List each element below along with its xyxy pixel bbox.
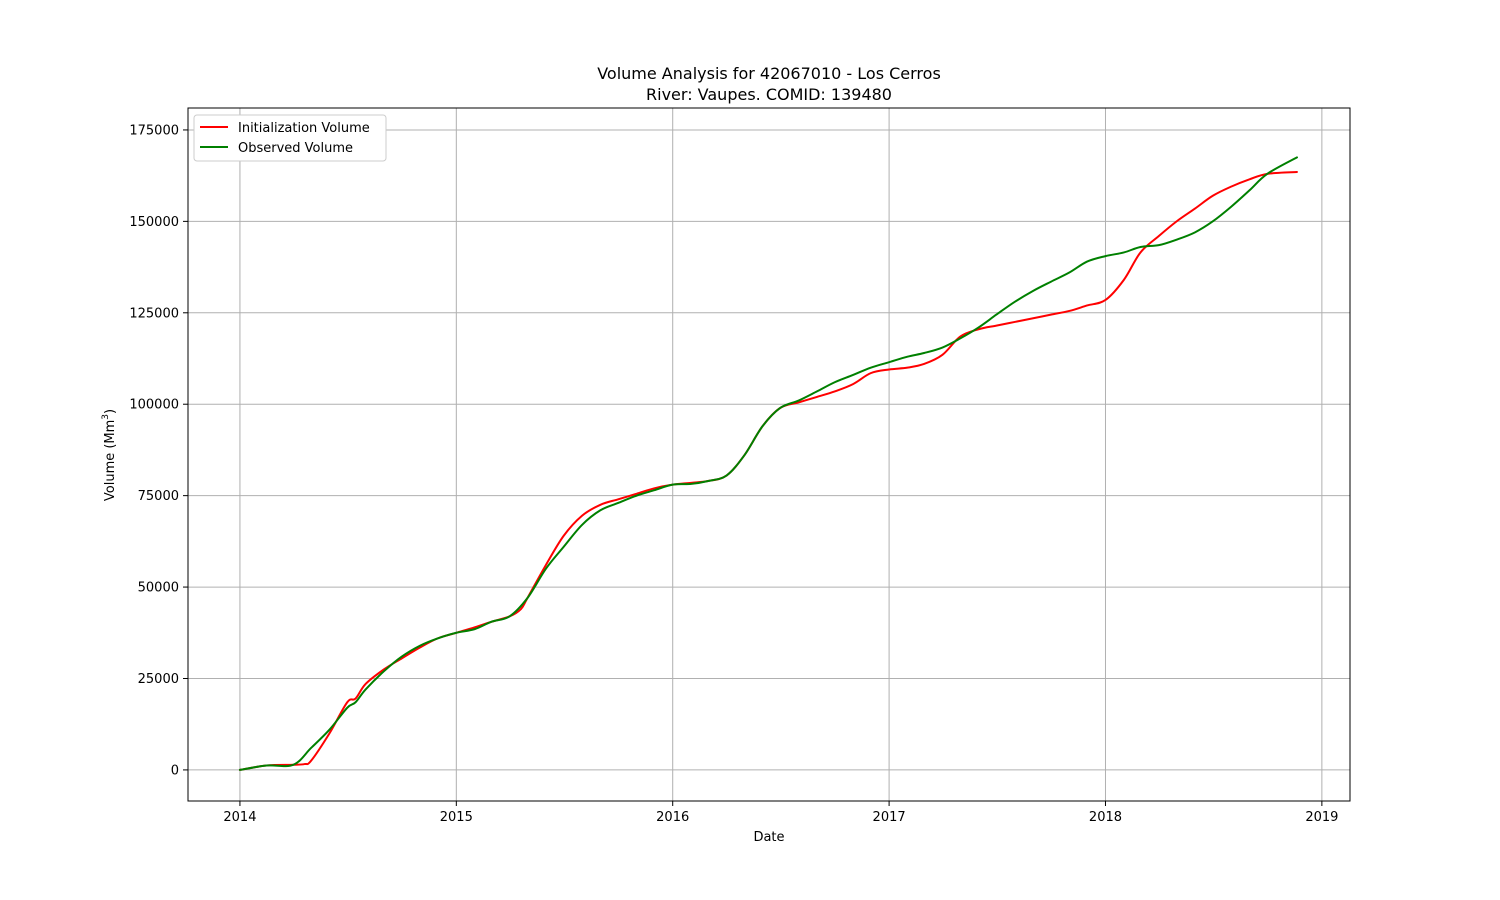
x-tick-label: 2017 bbox=[873, 810, 906, 825]
x-tick-label: 2015 bbox=[440, 810, 473, 825]
y-tick-label: 175000 bbox=[129, 123, 179, 138]
axis-ticks: 2014 2015 2016 2017 2018 2019 0 25000 50000 75000… bbox=[129, 123, 1338, 825]
legend-label-observed: Observed Volume bbox=[238, 141, 353, 156]
plot-background bbox=[188, 108, 1350, 801]
y-axis-label: Volume (Mm3) bbox=[101, 409, 118, 501]
chart-title: Volume Analysis for 42067010 - Los Cerro… bbox=[597, 64, 941, 83]
y-tick-label: 125000 bbox=[129, 306, 179, 321]
series-line-observed-volume bbox=[238, 156, 1298, 771]
y-tick-label: 50000 bbox=[138, 581, 179, 596]
x-tick-label: 2014 bbox=[223, 810, 256, 825]
y-axis-label-superscript: 3 bbox=[101, 414, 111, 420]
plot-frame bbox=[187, 107, 1351, 802]
legend: Initialization Volume Observed Volume bbox=[193, 114, 387, 162]
y-tick-label: 100000 bbox=[129, 398, 179, 413]
y-tick-label: 75000 bbox=[138, 489, 179, 504]
y-tick-label: 25000 bbox=[138, 672, 179, 687]
x-axis-label: Date bbox=[753, 830, 784, 845]
legend-box bbox=[193, 114, 387, 162]
y-tick-label: 0 bbox=[171, 763, 179, 778]
grid-lines bbox=[188, 108, 1350, 801]
chart-subtitle: River: Vaupes. COMID: 139480 bbox=[646, 85, 892, 104]
series-lines bbox=[238, 156, 1298, 771]
legend-label-initialization: Initialization Volume bbox=[238, 121, 370, 136]
x-tick-label: 2019 bbox=[1305, 810, 1338, 825]
y-tick-label: 150000 bbox=[129, 215, 179, 230]
x-tick-label: 2016 bbox=[656, 810, 689, 825]
x-tick-label: 2018 bbox=[1089, 810, 1122, 825]
